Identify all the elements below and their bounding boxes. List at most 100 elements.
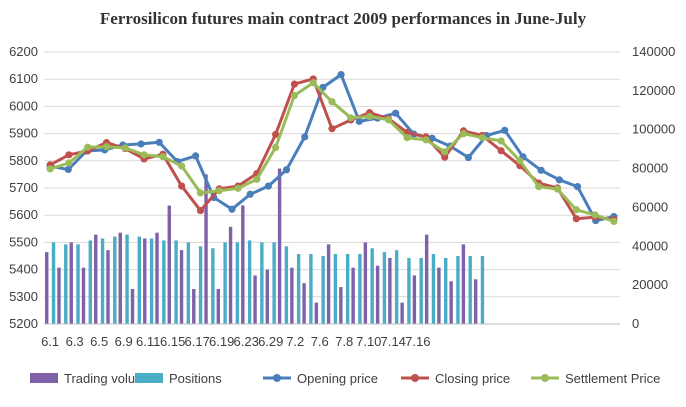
settlement-price-point [65, 159, 73, 167]
trading-volume-bar [167, 205, 171, 324]
settlement-price-point [572, 206, 580, 214]
axis-layer: 5200 5300 5400 5500 5600 5700 5800 5900 6000 6100… [9, 44, 675, 349]
positions-bar [211, 248, 215, 324]
settlement-price-point [422, 136, 430, 144]
y-tick-label-left: 5200 [9, 316, 38, 331]
trading-volume-bar [130, 289, 135, 324]
positions-bar [284, 246, 289, 324]
x-tick-label: 7.16 [405, 334, 430, 349]
trading-volume-bar [326, 244, 331, 324]
positions-bar [443, 257, 448, 324]
trading-volume-bar [241, 205, 245, 324]
x-tick-label: 6.5 [90, 334, 108, 349]
positions-bar [480, 256, 485, 324]
x-tick-label: 6.23 [234, 334, 259, 349]
legend-marker [541, 374, 549, 382]
settlement-price-point [535, 183, 543, 191]
closing-price-point [328, 125, 336, 133]
y-tick-label-right: 80000 [632, 161, 668, 176]
positions-bar [64, 244, 68, 324]
opening-price-point [355, 117, 363, 125]
y-tick-label-left: 5400 [9, 262, 38, 277]
x-tick-label: 6.3 [66, 334, 84, 349]
positions-bar [456, 256, 460, 324]
positions-bar [137, 236, 142, 324]
closing-price-point [572, 215, 580, 223]
x-tick-label: 6.11 [136, 334, 160, 349]
opening-price-point [246, 190, 254, 198]
trading-volume-bar [277, 168, 282, 324]
positions-bar [419, 257, 423, 324]
settlement-price-point [516, 157, 524, 165]
closing-price-point [65, 151, 73, 159]
trading-volume-bar [118, 232, 122, 324]
positions-bar [235, 242, 240, 324]
trading-volume-bar [81, 267, 86, 324]
opening-price-point [155, 138, 163, 146]
legend-label: Trading volume [64, 371, 153, 386]
x-tick-label: 6.1 [41, 334, 59, 349]
legend-marker [273, 374, 281, 382]
trading-volume-bar [437, 267, 441, 324]
settlement-price-point [253, 175, 261, 183]
closing-price-point [178, 182, 186, 190]
trading-volume-bar [69, 242, 73, 324]
opening-price-point [537, 166, 545, 174]
positions-bar [382, 252, 387, 324]
positions-bar [407, 257, 411, 324]
settlement-price-point [196, 189, 205, 197]
opening-price-point [337, 70, 345, 79]
settlement-price-point [102, 143, 111, 151]
trading-volume-bar [400, 302, 404, 324]
trading-volume-bar [155, 232, 159, 324]
settlement-price-point [84, 143, 92, 151]
settlement-price-point [159, 153, 167, 161]
settlement-price-point [140, 151, 148, 159]
trading-volume-bar [351, 267, 355, 324]
positions-bar [309, 254, 313, 324]
closing-price-point [290, 80, 299, 88]
positions-bar [76, 244, 80, 324]
y-tick-label-right: 100000 [632, 122, 675, 137]
opening-price-line [49, 73, 615, 223]
x-tick-label: 6.15 [160, 334, 185, 349]
trading-volume-bar [302, 283, 306, 324]
trading-volume-bar [253, 275, 257, 324]
trading-volume-bar [388, 257, 392, 324]
opening-price-point [573, 183, 582, 191]
settlement-price-point [234, 184, 242, 192]
x-tick-label: 7.14 [381, 334, 406, 349]
legend-label: Closing price [435, 371, 510, 386]
opening-price-point [64, 165, 72, 174]
settlement-price-point [610, 217, 618, 226]
trading-volume-bar [204, 174, 208, 324]
trading-volume-bar [265, 269, 270, 324]
opening-price-point [192, 152, 200, 160]
x-tick-label: 6.17 [185, 334, 210, 349]
closing-price-point [497, 147, 505, 155]
x-tick-label: 6.9 [115, 334, 133, 349]
settlement-price-point [215, 187, 223, 195]
y-tick-label-right: 20000 [632, 277, 668, 292]
legend-marker [411, 374, 419, 382]
positions-bar [370, 248, 374, 324]
trading-volume-bar [449, 281, 453, 324]
x-tick-label: 7.2 [286, 334, 304, 349]
settlement-price-point [309, 79, 317, 87]
settlement-price-point [403, 134, 411, 142]
y-tick-label-left: 6200 [9, 44, 38, 59]
positions-bar [125, 234, 129, 324]
trading-volume-bar [94, 234, 98, 324]
trading-volume-bar [363, 242, 368, 324]
y-tick-label-left: 5300 [9, 289, 38, 304]
x-tick-label: 7.10 [356, 334, 381, 349]
trading-volume-bar [424, 234, 429, 324]
settlement-price-point [365, 112, 374, 121]
positions-bar [88, 240, 92, 324]
settlement-price-point [478, 134, 486, 142]
trading-volume-bar [192, 289, 196, 324]
y-tick-label-right: 0 [632, 316, 639, 331]
opening-price-point [301, 133, 309, 141]
settlement-price-point [441, 148, 449, 156]
